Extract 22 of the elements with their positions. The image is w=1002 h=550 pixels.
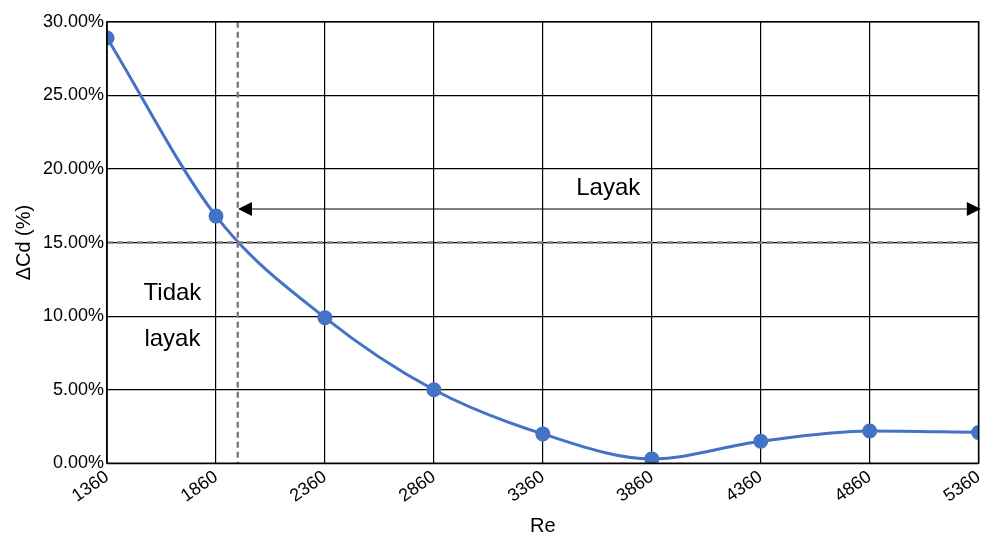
y-axis-title: ΔCd (%)	[11, 204, 34, 281]
x-tick-label: 3860	[612, 466, 657, 506]
point	[426, 382, 442, 398]
y-tick-label: 5.00%	[53, 378, 105, 399]
y-tick-label: 10.00%	[42, 305, 105, 326]
y-tick-label: 30.00%	[42, 10, 105, 31]
y-tick-label: 25.00%	[42, 84, 105, 105]
point	[535, 426, 551, 442]
annotation: Tidak layak	[143, 277, 203, 351]
point	[208, 208, 224, 224]
x-tick-label: 4360	[721, 466, 766, 506]
x-axis-title: Re	[530, 513, 556, 536]
x-tick-label: 4860	[830, 466, 875, 506]
x-tick-label: 3360	[503, 466, 548, 506]
x-tick-label: 5360	[939, 466, 984, 506]
point	[644, 451, 660, 464]
point	[862, 423, 878, 439]
y-tick-label: 20.00%	[42, 157, 105, 178]
y-tick-label: 15.00%	[42, 231, 105, 252]
point	[317, 310, 333, 326]
annotation: Layak	[576, 173, 642, 201]
point	[753, 433, 769, 449]
